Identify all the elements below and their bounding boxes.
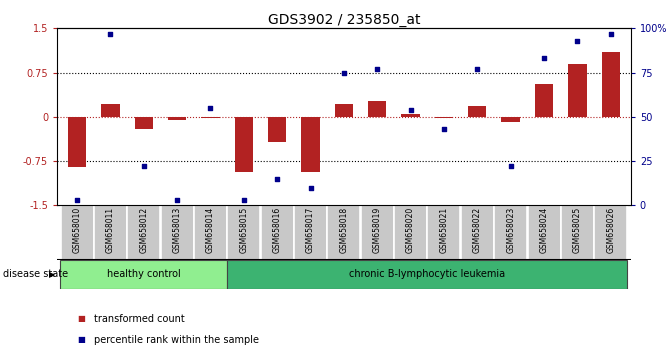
Bar bbox=[527, 205, 560, 260]
Text: GSM658017: GSM658017 bbox=[306, 207, 315, 253]
Text: GSM658020: GSM658020 bbox=[406, 207, 415, 253]
Point bbox=[272, 176, 282, 182]
Bar bbox=[227, 205, 260, 260]
Bar bbox=[335, 104, 353, 117]
Bar bbox=[468, 106, 486, 117]
Text: GSM658012: GSM658012 bbox=[140, 207, 148, 253]
Point bbox=[105, 31, 116, 36]
Bar bbox=[595, 205, 627, 260]
Bar bbox=[94, 205, 127, 260]
Point bbox=[605, 31, 616, 36]
Text: GSM658015: GSM658015 bbox=[240, 207, 248, 253]
Point bbox=[72, 197, 83, 203]
Text: disease state: disease state bbox=[3, 269, 68, 279]
Point bbox=[472, 66, 482, 72]
Text: GSM658023: GSM658023 bbox=[506, 207, 515, 253]
Point bbox=[439, 126, 450, 132]
Point bbox=[338, 70, 349, 75]
Bar bbox=[135, 117, 153, 129]
Bar bbox=[235, 117, 253, 172]
Text: GSM658021: GSM658021 bbox=[440, 207, 448, 253]
Bar bbox=[301, 117, 319, 172]
Bar bbox=[461, 205, 494, 260]
Bar bbox=[368, 101, 386, 117]
Text: transformed count: transformed count bbox=[94, 314, 185, 324]
Text: GSM658010: GSM658010 bbox=[72, 207, 82, 253]
Bar bbox=[327, 205, 360, 260]
Text: GSM658026: GSM658026 bbox=[606, 207, 615, 253]
Text: GSM658013: GSM658013 bbox=[172, 207, 182, 253]
Text: GSM658014: GSM658014 bbox=[206, 207, 215, 253]
Text: GSM658024: GSM658024 bbox=[539, 207, 548, 253]
Point bbox=[172, 197, 183, 203]
Point bbox=[505, 164, 516, 169]
Bar bbox=[294, 205, 327, 260]
Bar bbox=[535, 84, 553, 117]
Text: GSM658019: GSM658019 bbox=[373, 207, 382, 253]
Point bbox=[539, 56, 550, 61]
Text: ■: ■ bbox=[77, 314, 85, 323]
Point bbox=[572, 38, 582, 44]
Bar bbox=[260, 205, 294, 260]
Text: GSM658016: GSM658016 bbox=[272, 207, 282, 253]
Text: ▶: ▶ bbox=[48, 270, 55, 279]
Text: healthy control: healthy control bbox=[107, 269, 180, 279]
Point bbox=[305, 185, 316, 190]
Point bbox=[238, 197, 249, 203]
Text: percentile rank within the sample: percentile rank within the sample bbox=[94, 335, 259, 345]
Bar bbox=[602, 52, 620, 117]
Bar bbox=[501, 117, 520, 121]
Bar bbox=[168, 117, 187, 120]
Bar bbox=[435, 117, 453, 118]
Bar bbox=[201, 117, 219, 118]
Title: GDS3902 / 235850_at: GDS3902 / 235850_at bbox=[268, 13, 420, 27]
Point bbox=[205, 105, 216, 111]
Bar bbox=[568, 64, 586, 117]
Text: ■: ■ bbox=[77, 335, 85, 344]
Point bbox=[405, 107, 416, 113]
Text: GSM658011: GSM658011 bbox=[106, 207, 115, 253]
Bar bbox=[60, 260, 227, 289]
Bar bbox=[427, 205, 460, 260]
Text: GSM658022: GSM658022 bbox=[473, 207, 482, 253]
Bar bbox=[227, 260, 627, 289]
Bar bbox=[60, 205, 93, 260]
Bar bbox=[68, 117, 86, 167]
Bar bbox=[160, 205, 194, 260]
Bar bbox=[268, 117, 287, 142]
Bar bbox=[194, 205, 227, 260]
Point bbox=[372, 66, 382, 72]
Bar bbox=[561, 205, 594, 260]
Text: chronic B-lymphocytic leukemia: chronic B-lymphocytic leukemia bbox=[349, 269, 505, 279]
Bar bbox=[127, 205, 160, 260]
Bar bbox=[394, 205, 427, 260]
Bar bbox=[361, 205, 394, 260]
Point bbox=[138, 164, 149, 169]
Text: GSM658018: GSM658018 bbox=[340, 207, 348, 253]
Text: GSM658025: GSM658025 bbox=[573, 207, 582, 253]
Bar bbox=[401, 114, 420, 117]
Bar bbox=[101, 104, 119, 117]
Bar bbox=[494, 205, 527, 260]
